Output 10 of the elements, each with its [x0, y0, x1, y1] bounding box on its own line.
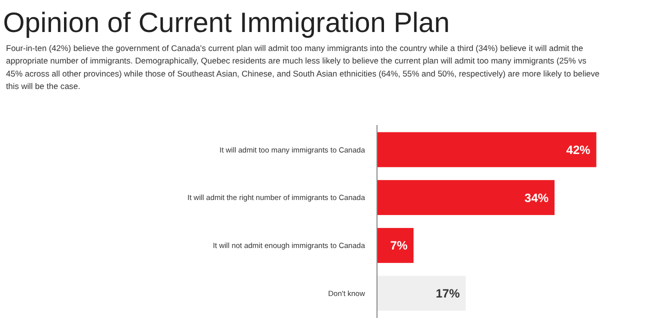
chart-title: Opinion of Current Immigration Plan	[3, 7, 450, 38]
data-label: 34%	[524, 190, 549, 205]
bar	[377, 132, 596, 168]
data-label: 7%	[390, 238, 408, 253]
data-label: 17%	[436, 286, 460, 301]
data-label: 42%	[566, 142, 591, 157]
text: Four-in-ten (42%) believe the government of Canada's current plan will admit too many immigrants into the country while a third (34%) believe it will admit the appropriate number of immigrants. Demographically, Quebec residents are much less likely to believe the current plan will admit too many immigrants (25% vs 45% across all other provinces) while those of Southeast Asian, Chinese, and South Asian ethnicities (64%, 55% and 50%, respectively) are more likely to believe this will be the case.	[6, 43, 600, 92]
bar	[377, 276, 466, 311]
bar	[377, 180, 555, 216]
bar	[377, 228, 414, 263]
